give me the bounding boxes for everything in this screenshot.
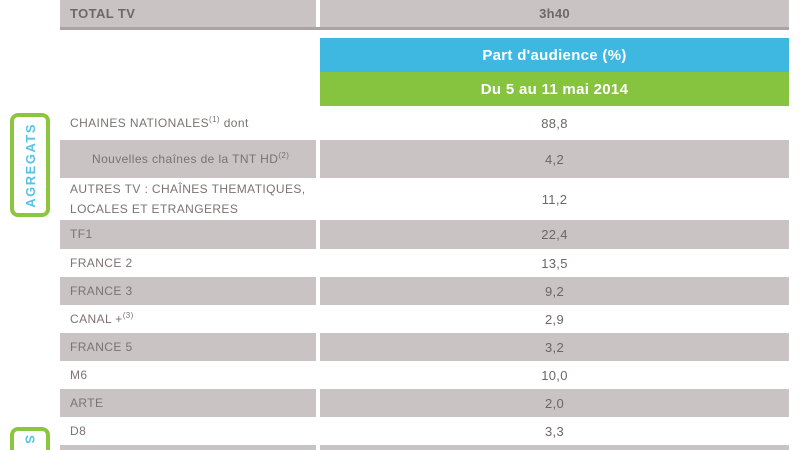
table-row: Nouvelles chaînes de la TNT HD(2) 4,2 [60,140,789,178]
row-label: FRANCE 3 [60,277,316,305]
row-label-text: M6 [70,367,88,382]
row-label: FRANCE 5 [60,333,316,361]
row-label-text: FRANCE 3 [70,283,133,298]
column-header-title: Part d'audience (%) [320,38,789,72]
row-label: M6 [60,361,316,389]
row-value: 10,0 [320,361,789,389]
row-label-text: Nouvelles chaînes de la TNT HD [92,151,279,166]
table-row: AUTRES TV : CHAÎNES THEMATIQUES, LOCALES… [60,178,789,220]
row-value [320,445,789,450]
table-row: FRANCE 5 3,2 [60,333,789,361]
audience-table: TOTAL TV 3h40 Part d'audience (%) Du 5 a… [60,0,789,450]
agregats-group-label: AGREGATS [22,122,38,208]
partial-group-bracket: S [10,427,50,450]
table-row: M6 10,0 [60,361,789,389]
partial-group-label: S [22,435,38,446]
row-value: 13,5 [320,249,789,277]
table-row: D8 3,3 [60,417,789,445]
row-value: 2,0 [320,389,789,417]
row-label-text: FRANCE 5 [70,339,133,354]
table-row: FRANCE 2 13,5 [60,249,789,277]
row-value: 4,2 [320,140,789,178]
table-row: CHAINES NATIONALES(1) dont 88,8 [60,106,789,140]
row-label: CHAINES NATIONALES(1) dont [60,106,316,140]
row-value: 9,2 [320,277,789,305]
row-value: 11,2 [320,178,789,220]
row-label [60,445,316,450]
table-row: FRANCE 3 9,2 [60,277,789,305]
table-row: TF1 22,4 [60,220,789,249]
row-label: TF1 [60,220,316,249]
row-label-footnote: (3) [122,310,134,320]
spacer [60,30,789,38]
row-label-footnote: (2) [278,150,290,160]
total-tv-value: 3h40 [320,0,789,27]
table-row: CANAL +(3) 2,9 [60,305,789,333]
row-value: 2,9 [320,305,789,333]
total-tv-row: TOTAL TV 3h40 [60,0,789,30]
row-label: CANAL +(3) [60,305,316,333]
column-header-period: Du 5 au 11 mai 2014 [320,72,789,106]
row-label-suffix: dont [220,115,249,130]
row-label-text: ARTE [70,395,104,410]
row-label-text: TF1 [70,227,93,242]
row-label-text: AUTRES TV : CHAÎNES THEMATIQUES, [70,181,306,196]
row-value: 3,3 [320,417,789,445]
row-value: 3,2 [320,333,789,361]
row-label: AUTRES TV : CHAÎNES THEMATIQUES, LOCALES… [60,178,316,220]
row-value: 22,4 [320,220,789,249]
table-rows: CHAINES NATIONALES(1) dont 88,8 Nouvelle… [60,106,789,450]
row-label-text: CHAINES NATIONALES [70,115,210,130]
table-row [60,445,789,450]
row-label-line2: LOCALES ET ETRANGERES [70,202,239,216]
row-label-footnote: (1) [209,114,220,124]
row-label: ARTE [60,389,316,417]
row-label: D8 [60,417,316,445]
table-row: ARTE 2,0 [60,389,789,417]
total-tv-label: TOTAL TV [60,0,316,27]
row-label: FRANCE 2 [60,249,316,277]
row-label-text: D8 [70,423,87,438]
row-value: 88,8 [320,106,789,140]
row-label-text: CANAL + [70,311,123,326]
agregats-group-bracket: AGREGATS [10,113,50,217]
row-label: Nouvelles chaînes de la TNT HD(2) [60,140,316,178]
row-label-text: FRANCE 2 [70,255,133,270]
